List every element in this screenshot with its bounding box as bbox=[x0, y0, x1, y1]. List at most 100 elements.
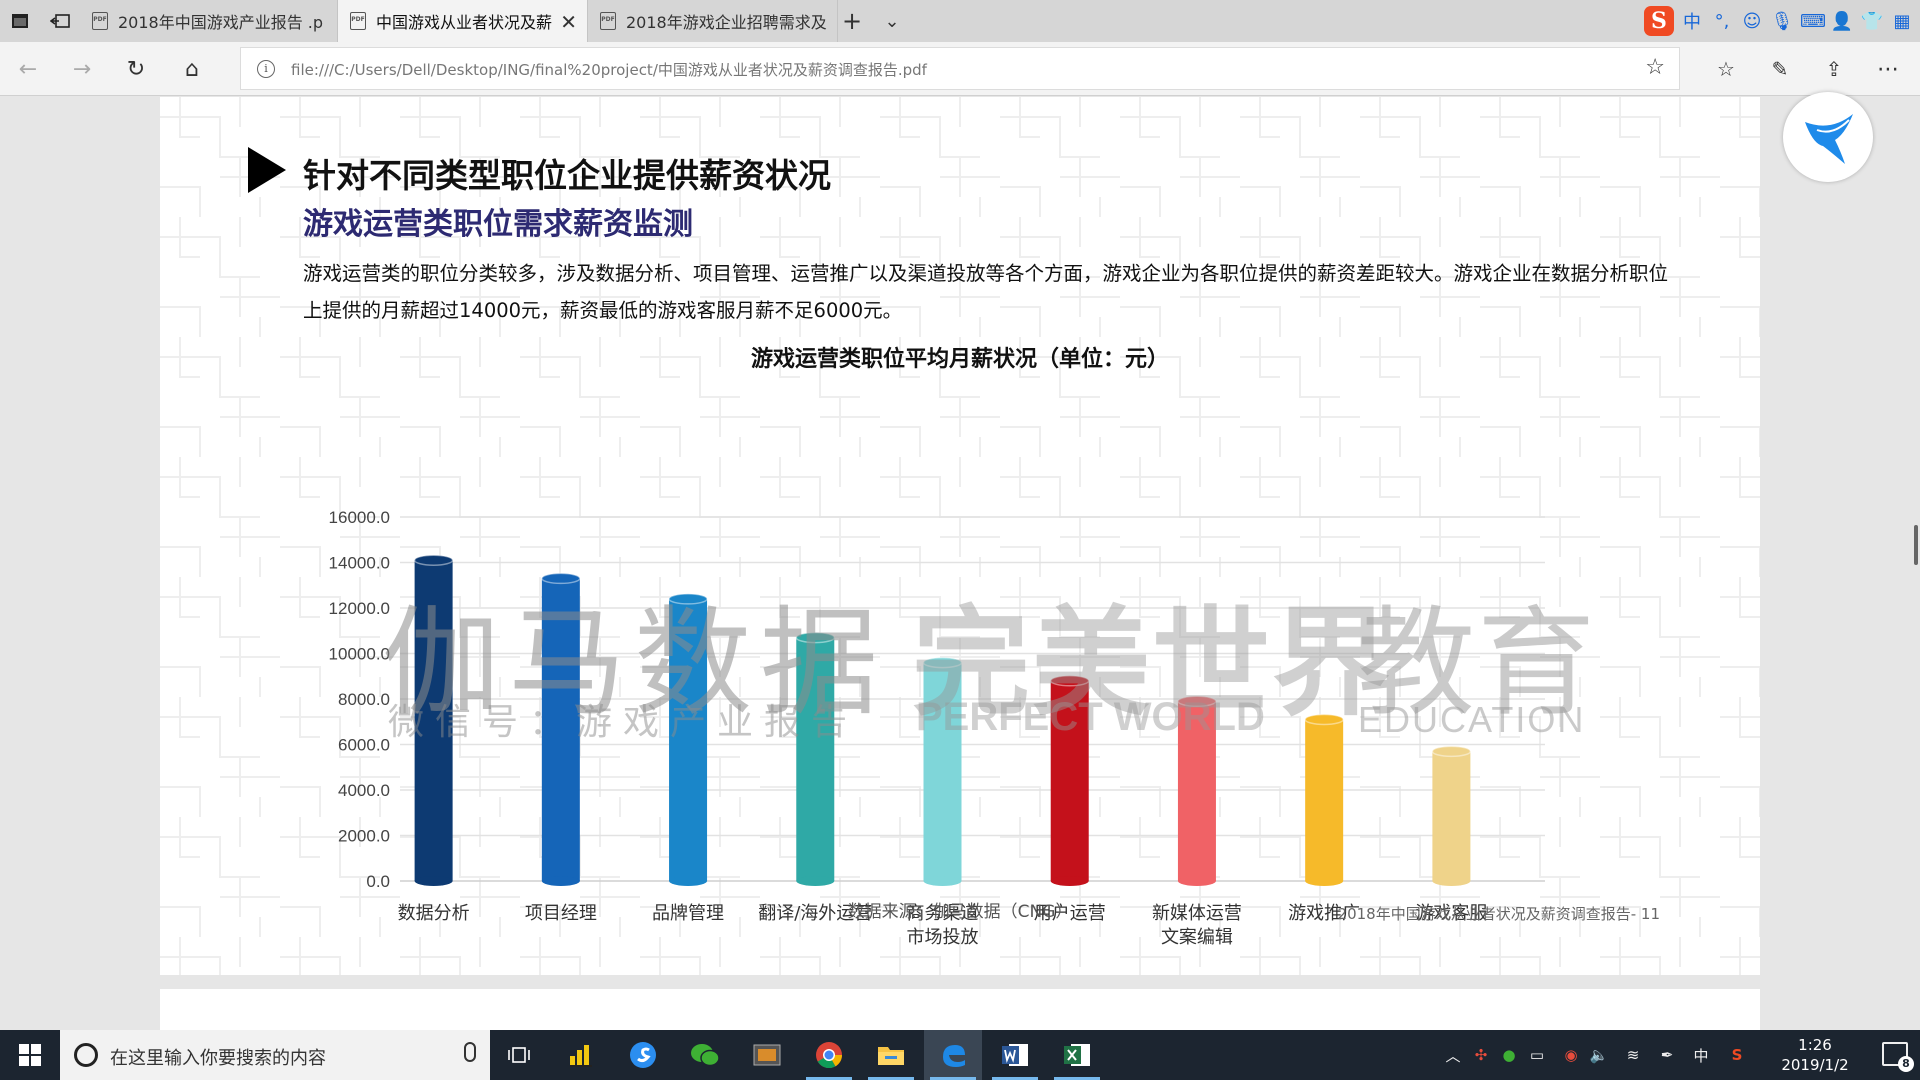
volume-icon[interactable]: 🔈 bbox=[1589, 1046, 1609, 1064]
watermark-gamma: 伽马数据 bbox=[382, 598, 887, 730]
pdf-icon: PDF bbox=[92, 12, 108, 30]
y-tick-label: 16000.0 bbox=[329, 508, 390, 527]
favorite-star-icon[interactable]: ☆ bbox=[1645, 55, 1665, 80]
x-category-label: 市场投放 bbox=[907, 927, 979, 948]
cortana-icon[interactable] bbox=[74, 1043, 98, 1067]
powerbi-app-icon[interactable] bbox=[552, 1030, 610, 1080]
bar bbox=[669, 598, 708, 881]
section-subtitle: 游戏运营类职位需求薪资监测 bbox=[303, 207, 693, 242]
ime-voice-icon[interactable]: 🎙 bbox=[1770, 10, 1794, 32]
task-view-icon[interactable] bbox=[490, 1030, 548, 1080]
windows-start-icon[interactable] bbox=[0, 1030, 60, 1080]
clock-date: 2019/1/2 bbox=[1781, 1056, 1849, 1074]
close-tab-icon[interactable]: ✕ bbox=[560, 10, 577, 34]
clock-time: 1:26 bbox=[1798, 1036, 1832, 1054]
chart-title: 游戏运营类职位平均月薪状况（单位：元） bbox=[750, 347, 1169, 372]
tab-recruitment-report[interactable]: PDF 2018年游戏企业招聘需求及 bbox=[588, 0, 838, 42]
tray-360-icon[interactable]: ◉ bbox=[1564, 1046, 1578, 1064]
pen-workspace-icon[interactable]: ✒ bbox=[1660, 1046, 1674, 1064]
microphone-icon[interactable] bbox=[464, 1042, 476, 1062]
info-icon[interactable]: i bbox=[257, 60, 275, 78]
y-tick-label: 14000.0 bbox=[329, 554, 390, 573]
x-category-label: 商务渠道 bbox=[907, 903, 979, 924]
taskbar-search[interactable]: 在这里输入你要搜索的内容 bbox=[60, 1030, 490, 1080]
ime-user-icon[interactable]: 👤 bbox=[1830, 10, 1854, 32]
section-arrow-icon bbox=[248, 147, 286, 193]
word-icon[interactable] bbox=[986, 1030, 1044, 1080]
bar-top bbox=[1177, 695, 1217, 708]
x-category-label: 新媒体运营 bbox=[1152, 903, 1242, 924]
sogou-browser-icon[interactable] bbox=[614, 1030, 672, 1080]
address-bar[interactable]: i file:///C:/Users/Dell/Desktop/ING/fina… bbox=[240, 47, 1680, 90]
address-text[interactable]: file:///C:/Users/Dell/Desktop/ING/final%… bbox=[291, 61, 927, 79]
chrome-icon[interactable] bbox=[800, 1030, 858, 1080]
x-category-label: 品牌管理 bbox=[652, 903, 724, 924]
ime-toolbar: S 中 °, ☺ 🎙 ⌨ 👤 👕 ▦ bbox=[1644, 4, 1914, 38]
search-placeholder[interactable]: 在这里输入你要搜索的内容 bbox=[110, 1048, 326, 1069]
navigation-bar: ← → ↻ ⌂ i file:///C:/Users/Dell/Desktop/… bbox=[0, 42, 1920, 96]
tab-list-chevron-icon[interactable]: ⌄ bbox=[884, 10, 900, 32]
tray-app-icon[interactable]: ✣ bbox=[1474, 1046, 1488, 1064]
section-title: 针对不同类型职位企业提供薪资状况 bbox=[303, 156, 831, 195]
bird-assistant-icon[interactable] bbox=[1783, 92, 1873, 182]
tray-sogou-icon[interactable]: S bbox=[1731, 1046, 1743, 1064]
file-explorer-icon[interactable] bbox=[862, 1030, 920, 1080]
excel-icon[interactable] bbox=[1048, 1030, 1106, 1080]
pdf-icon: PDF bbox=[350, 12, 366, 30]
bar-top bbox=[1431, 745, 1472, 758]
ime-lang[interactable]: 中 bbox=[1683, 12, 1701, 33]
pen-notes-icon[interactable]: ✎ bbox=[1771, 57, 1789, 81]
y-tick-label: 4000.0 bbox=[338, 781, 390, 800]
share-icon[interactable]: ⇪ bbox=[1825, 57, 1843, 81]
bar-base bbox=[669, 876, 708, 886]
bar-top bbox=[413, 554, 454, 566]
sogou-logo-icon[interactable]: S bbox=[1644, 6, 1674, 36]
system-clock[interactable]: 1:26 2019/1/2 bbox=[1770, 1035, 1860, 1075]
set-aside-tabs-icon[interactable] bbox=[40, 0, 80, 42]
scrollbar-thumb[interactable] bbox=[1914, 525, 1918, 565]
y-tick-label: 8000.0 bbox=[338, 690, 390, 709]
edge-browser-icon[interactable] bbox=[924, 1030, 982, 1080]
ime-skin-icon[interactable]: 👕 bbox=[1860, 10, 1884, 32]
home-button[interactable]: ⌂ bbox=[185, 56, 199, 82]
bar-base bbox=[1432, 876, 1471, 886]
ime-keyboard-icon[interactable]: ⌨ bbox=[1800, 10, 1826, 32]
forward-button[interactable]: → bbox=[72, 56, 92, 82]
tab-strip: PDF 2018年中国游戏产业报告 .p PDF 中国游戏从业者状况及薪 ✕ P… bbox=[0, 0, 1920, 42]
battery-icon[interactable]: ▭ bbox=[1529, 1046, 1545, 1064]
bar bbox=[1432, 751, 1471, 881]
action-center-icon[interactable] bbox=[1882, 1042, 1908, 1066]
refresh-button[interactable]: ↻ bbox=[126, 56, 146, 82]
new-tab-button[interactable]: + bbox=[841, 7, 863, 35]
tab-manager-icon[interactable] bbox=[0, 0, 40, 42]
taskbar-ime-lang[interactable]: 中 bbox=[1693, 1046, 1709, 1065]
tray-wechat-icon[interactable]: ● bbox=[1502, 1046, 1516, 1064]
x-category-label: 项目经理 bbox=[525, 903, 597, 924]
x-category-label: 游戏客服 bbox=[1415, 903, 1487, 924]
bar-top bbox=[1304, 713, 1344, 726]
data-source: 数据来源：伽马数据（CNG） bbox=[847, 902, 1073, 922]
favorites-icon[interactable]: ☆ bbox=[1717, 57, 1735, 81]
bar bbox=[923, 662, 962, 881]
y-tick-label: 2000.0 bbox=[338, 827, 390, 846]
pdf-icon: PDF bbox=[600, 12, 616, 30]
bar bbox=[796, 637, 835, 881]
y-tick-label: 6000.0 bbox=[338, 736, 390, 755]
wechat-icon[interactable] bbox=[676, 1030, 734, 1080]
tab-practitioners-report[interactable]: PDF 中国游戏从业者状况及薪 ✕ bbox=[338, 0, 588, 42]
bar bbox=[1050, 680, 1089, 881]
bar-base bbox=[414, 876, 453, 886]
back-button[interactable]: ← bbox=[18, 56, 38, 82]
watermark-gamma-sub: 微信号：游戏产业报告 bbox=[388, 701, 859, 742]
ime-punct[interactable]: °, bbox=[1714, 10, 1730, 32]
more-menu-icon[interactable]: ⋯ bbox=[1877, 56, 1899, 82]
bar-base bbox=[796, 876, 835, 886]
tab-label: 2018年中国游戏产业报告 .p bbox=[118, 13, 324, 32]
tab-game-industry-report[interactable]: PDF 2018年中国游戏产业报告 .p bbox=[80, 0, 338, 42]
slides-app-icon[interactable] bbox=[738, 1030, 796, 1080]
bar-top bbox=[668, 593, 708, 605]
ime-emoji-icon[interactable]: ☺ bbox=[1742, 10, 1762, 32]
show-hidden-icons-chevron[interactable]: ︿ bbox=[1445, 1046, 1461, 1065]
ime-toolbox-icon[interactable]: ▦ bbox=[1893, 10, 1911, 32]
wifi-icon[interactable]: ≋ bbox=[1626, 1046, 1640, 1064]
